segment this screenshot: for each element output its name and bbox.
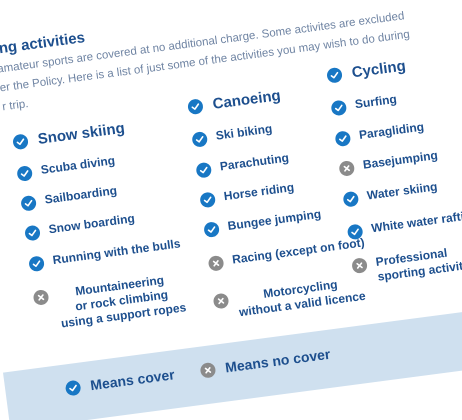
activity-label: Paragliding: [358, 119, 425, 143]
cross-icon: [32, 289, 50, 306]
activity-label: Running with the bulls: [51, 236, 182, 268]
legend-cover-label: Means cover: [89, 366, 176, 394]
activity-label: Scuba diving: [39, 153, 116, 177]
legend-no-cover-label: Means no cover: [224, 345, 332, 376]
activity-label: Ski biking: [214, 121, 274, 143]
activity-label: Parachuting: [219, 150, 290, 174]
activity-item: Racing (except on foot): [207, 235, 366, 272]
check-icon: [191, 130, 209, 148]
activity-label: Mountaineering or rock climbing using a …: [60, 272, 187, 331]
legend-no-cover: Means no cover: [199, 346, 331, 379]
activity-item: Motorcycling without a valid licence: [212, 274, 366, 324]
check-icon: [334, 130, 352, 148]
activity-item: Snow boarding: [24, 211, 136, 242]
activity-label: Basejumping: [362, 148, 439, 172]
activity-item: Running with the bulls: [28, 236, 182, 273]
check-icon: [199, 191, 217, 209]
check-icon: [342, 190, 360, 208]
cross-icon: [338, 160, 356, 177]
activity-item: Basejumping: [338, 148, 439, 177]
activity-label: Racing (except on foot): [231, 235, 366, 267]
cross-icon: [199, 361, 217, 379]
check-icon: [16, 165, 34, 182]
activity-item: Mountaineering or rock climbing using a …: [32, 270, 187, 334]
check-icon: [187, 98, 204, 116]
activity-item: Water skiing: [342, 179, 439, 208]
activity-item: Professional sporting activities: [351, 242, 462, 288]
column-heading-label: Canoeing: [211, 87, 282, 113]
activity-label: Surfing: [354, 91, 398, 112]
column-heading-canoeing: Canoeing: [187, 87, 282, 116]
activity-item: Surfing: [330, 91, 398, 117]
cross-icon: [351, 257, 369, 275]
activity-item: Scuba diving: [16, 153, 116, 182]
check-icon: [64, 379, 82, 396]
legend-band: Means cover Means no cover: [2, 294, 462, 420]
check-icon: [20, 194, 38, 212]
check-icon: [195, 161, 213, 179]
activity-label: Horse riding: [222, 180, 295, 204]
check-icon: [330, 99, 348, 117]
activity-label: Sailboarding: [43, 183, 118, 207]
check-icon: [28, 255, 45, 273]
activity-item: Paragliding: [334, 120, 425, 148]
check-icon: [12, 133, 29, 151]
activity-item: Bungee jumping: [203, 206, 322, 239]
activity-label: Professional sporting activities: [374, 245, 462, 284]
activity-label: Snow boarding: [47, 211, 136, 237]
activity-label: Motorcycling without a valid licence: [238, 277, 367, 320]
activity-label: Bungee jumping: [226, 206, 322, 233]
column-heading-snow-skiing: Snow skiing: [12, 120, 126, 152]
activity-item: Horse riding: [199, 180, 295, 209]
cross-icon: [212, 292, 230, 310]
legend-cover: Means cover: [64, 366, 176, 396]
activity-label: Water skiing: [366, 179, 439, 203]
check-icon: [346, 223, 364, 241]
activity-item: White water rafting: [346, 207, 462, 241]
cross-icon: [207, 254, 225, 272]
check-icon: [24, 224, 41, 242]
activity-item: Parachuting: [195, 151, 290, 179]
column-heading-cycling: Cycling: [326, 57, 407, 84]
column-heading-label: Snow skiing: [36, 119, 126, 148]
check-icon: [326, 66, 343, 84]
activity-label: White water rafting: [370, 207, 462, 236]
activity-item: Sailboarding: [20, 183, 118, 212]
check-icon: [203, 221, 221, 239]
activity-item: Ski biking: [191, 121, 274, 148]
